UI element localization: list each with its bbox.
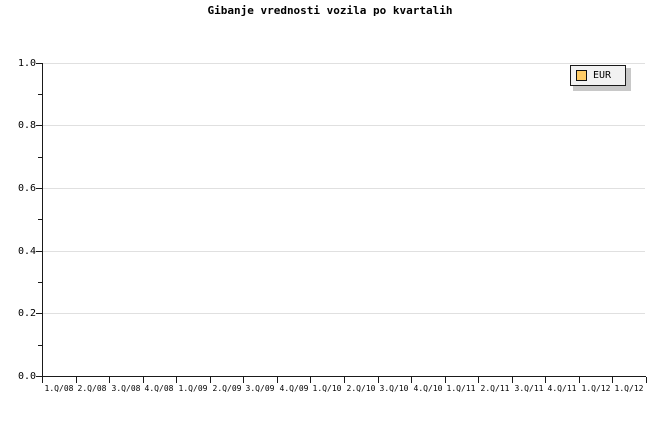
x-axis-tick-label: 1.Q/09 (178, 384, 208, 393)
legend-item-label: EUR (593, 70, 612, 81)
x-axis-tick-label: 1.Q/12 (614, 384, 644, 393)
x-axis-tick-label: 1.Q/12 (581, 384, 611, 393)
x-tick (76, 377, 77, 383)
y-axis-tick-label: 0.0 (17, 371, 36, 382)
x-tick (176, 377, 177, 383)
x-tick (143, 377, 144, 383)
x-axis-tick-label: 4.Q/08 (144, 384, 174, 393)
x-tick (579, 377, 580, 383)
x-tick (445, 377, 446, 383)
x-tick (545, 377, 546, 383)
y-tick-major (36, 313, 42, 314)
y-tick-major (36, 188, 42, 189)
x-tick (612, 377, 613, 383)
x-tick (310, 377, 311, 383)
x-axis-tick-label: 3.Q/10 (379, 384, 409, 393)
y-tick-minor (38, 282, 42, 283)
plot-area (42, 63, 645, 376)
x-axis-line (42, 376, 646, 377)
x-tick (512, 377, 513, 383)
x-axis-tick-label: 3.Q/09 (245, 384, 275, 393)
x-axis-tick-label: 2.Q/10 (346, 384, 376, 393)
x-tick (109, 377, 110, 383)
y-tick-major (36, 376, 42, 377)
y-tick-minor (38, 219, 42, 220)
x-axis-tick-label: 1.Q/10 (312, 384, 342, 393)
x-axis-tick-label: 4.Q/11 (547, 384, 577, 393)
x-axis-tick-label: 2.Q/08 (77, 384, 107, 393)
gridline-0.2 (42, 313, 645, 314)
x-axis-tick-label: 1.Q/11 (446, 384, 476, 393)
y-tick-major (36, 251, 42, 252)
x-tick (344, 377, 345, 383)
y-tick-minor (38, 345, 42, 346)
x-axis-tick-label: 3.Q/11 (514, 384, 544, 393)
x-axis-tick-label: 2.Q/11 (480, 384, 510, 393)
x-tick (42, 377, 43, 383)
gridline-1.0 (42, 63, 645, 64)
x-tick (210, 377, 211, 383)
y-tick-minor (38, 157, 42, 158)
y-axis-labels: 1.0 0.8 0.6 0.4 0.2 0.0 (0, 0, 36, 440)
x-tick (243, 377, 244, 383)
gridline-0.8 (42, 125, 645, 126)
y-axis-tick-label: 0.6 (17, 183, 36, 194)
y-axis-line (42, 63, 43, 377)
x-tick (411, 377, 412, 383)
x-axis-tick-label: 3.Q/08 (111, 384, 141, 393)
y-axis-tick-label: 0.8 (17, 120, 36, 131)
x-axis-tick-label: 4.Q/10 (413, 384, 443, 393)
y-tick-major (36, 63, 42, 64)
x-axis-tick-label: 1.Q/08 (44, 384, 74, 393)
gridline-0.4 (42, 251, 645, 252)
chart-legend[interactable]: EUR (570, 65, 626, 86)
legend-swatch-icon (576, 70, 587, 81)
x-axis-tick-label: 4.Q/09 (279, 384, 309, 393)
y-axis-tick-label: 0.4 (17, 246, 36, 257)
gridline-0.6 (42, 188, 645, 189)
x-axis-tick-label: 2.Q/09 (212, 384, 242, 393)
x-tick (277, 377, 278, 383)
x-tick (378, 377, 379, 383)
y-axis-tick-label: 1.0 (17, 58, 36, 69)
y-axis-tick-label: 0.2 (17, 308, 36, 319)
y-tick-major (36, 125, 42, 126)
y-tick-minor (38, 94, 42, 95)
x-tick (478, 377, 479, 383)
x-tick (646, 377, 647, 383)
chart-title: Gibanje vrednosti vozila po kvartalih (207, 4, 453, 17)
